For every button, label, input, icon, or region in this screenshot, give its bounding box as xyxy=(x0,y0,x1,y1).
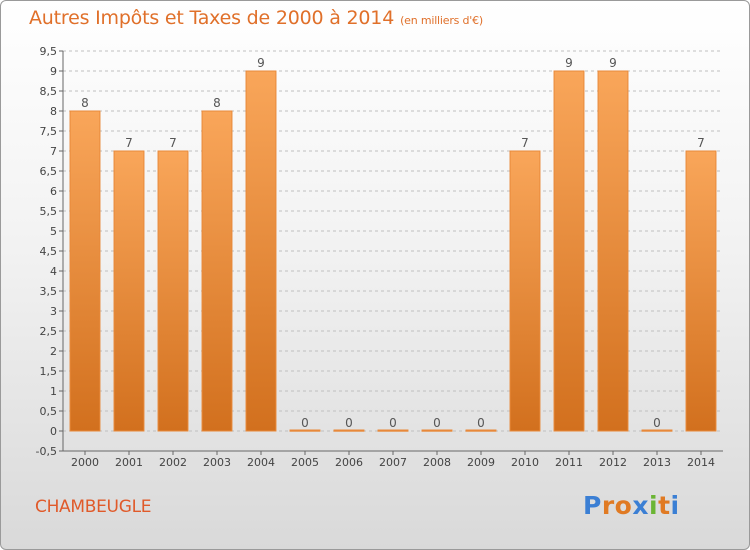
y-tick-label: -0,5 xyxy=(36,445,57,458)
x-tick-label: 2004 xyxy=(247,456,275,469)
bar xyxy=(69,110,101,432)
y-tick-label: 1 xyxy=(50,385,57,398)
commune-name: CHAMBEUGLE xyxy=(35,497,152,517)
x-tick-label: 2007 xyxy=(379,456,407,469)
x-tick-label: 2009 xyxy=(467,456,495,469)
x-tick-label: 2008 xyxy=(423,456,451,469)
data-label: 7 xyxy=(169,136,177,150)
logo-letter: r xyxy=(601,491,615,520)
x-tick-label: 2013 xyxy=(643,456,671,469)
x-tick-label: 2010 xyxy=(511,456,539,469)
x-tick-label: 2000 xyxy=(71,456,99,469)
title-text: Autres Impôts et Taxes de 2000 à 2014 xyxy=(29,7,395,29)
x-tick-label: 2001 xyxy=(115,456,143,469)
logo-letter: o xyxy=(614,491,633,520)
data-label: 9 xyxy=(609,56,617,70)
data-label: 0 xyxy=(477,416,485,430)
data-label: 7 xyxy=(125,136,133,150)
chart-title: Autres Impôts et Taxes de 2000 à 2014 (en… xyxy=(29,7,483,29)
x-tick-label: 2005 xyxy=(291,456,319,469)
y-tick-label: 3,5 xyxy=(40,285,58,298)
y-tick-label: 0 xyxy=(50,425,57,438)
data-label: 8 xyxy=(81,96,89,110)
data-label: 0 xyxy=(433,416,441,430)
x-tick-label: 2011 xyxy=(555,456,583,469)
y-tick-label: 9 xyxy=(50,65,57,78)
logo-letter: x xyxy=(632,491,649,520)
y-tick-label: 0,5 xyxy=(40,405,58,418)
bar xyxy=(465,429,497,432)
x-tick-label: 2012 xyxy=(599,456,627,469)
x-tick-label: 2003 xyxy=(203,456,231,469)
y-tick-label: 2,5 xyxy=(40,325,58,338)
data-label: 7 xyxy=(697,136,705,150)
data-label: 0 xyxy=(389,416,397,430)
y-tick-label: 5 xyxy=(50,225,57,238)
data-labels: 8 7 7 8 9 0 0 0 0 0 7 9 9 0 7 xyxy=(81,56,705,430)
y-tick-labels: -0,5 0 0,5 1 1,5 2 2,5 3 3,5 4 4,5 5 5,5 6 6,5 7 7,5 8 8,5… xyxy=(36,45,57,458)
data-label: 0 xyxy=(653,416,661,430)
y-tick-label: 3 xyxy=(50,305,57,318)
bar xyxy=(113,150,145,432)
bar xyxy=(289,429,321,432)
y-tick-label: 2 xyxy=(50,345,57,358)
y-tick-label: 9,5 xyxy=(40,45,58,58)
y-tick-label: 4 xyxy=(50,265,57,278)
bar xyxy=(245,70,277,432)
bars xyxy=(69,70,717,432)
bar xyxy=(333,429,365,432)
bar xyxy=(421,429,453,432)
bar xyxy=(685,150,717,432)
axes xyxy=(59,50,723,455)
logo-letter: P xyxy=(583,491,602,520)
data-label: 0 xyxy=(345,416,353,430)
proxiti-logo[interactable]: Proxiti xyxy=(583,491,680,520)
bar xyxy=(509,150,541,432)
logo-letter: i xyxy=(670,491,680,520)
data-label: 9 xyxy=(257,56,265,70)
data-label: 0 xyxy=(301,416,309,430)
x-tick-label: 2006 xyxy=(335,456,363,469)
y-tick-label: 6,5 xyxy=(40,165,58,178)
y-tick-label: 6 xyxy=(50,185,57,198)
x-tick-label: 2002 xyxy=(159,456,187,469)
x-tick-label: 2014 xyxy=(687,456,715,469)
unit-label: (en milliers d'€) xyxy=(400,14,483,27)
y-tick-label: 5,5 xyxy=(40,205,58,218)
y-tick-label: 8 xyxy=(50,105,57,118)
bar xyxy=(597,70,629,432)
bar xyxy=(377,429,409,432)
data-label: 9 xyxy=(565,56,573,70)
y-tick-label: 7,5 xyxy=(40,125,58,138)
bar xyxy=(201,110,233,432)
bar xyxy=(553,70,585,432)
y-tick-label: 7 xyxy=(50,145,57,158)
data-label: 7 xyxy=(521,136,529,150)
data-label: 8 xyxy=(213,96,221,110)
logo-letter: t xyxy=(658,491,671,520)
bar xyxy=(157,150,189,432)
y-tick-label: 8,5 xyxy=(40,85,58,98)
x-tick-labels: 2000 2001 2002 2003 2004 2005 2006 2007 2008 2009… xyxy=(71,456,715,469)
y-tick-label: 1,5 xyxy=(40,365,58,378)
y-tick-label: 4,5 xyxy=(40,245,58,258)
bar xyxy=(641,429,673,432)
logo-letter: i xyxy=(649,491,659,520)
